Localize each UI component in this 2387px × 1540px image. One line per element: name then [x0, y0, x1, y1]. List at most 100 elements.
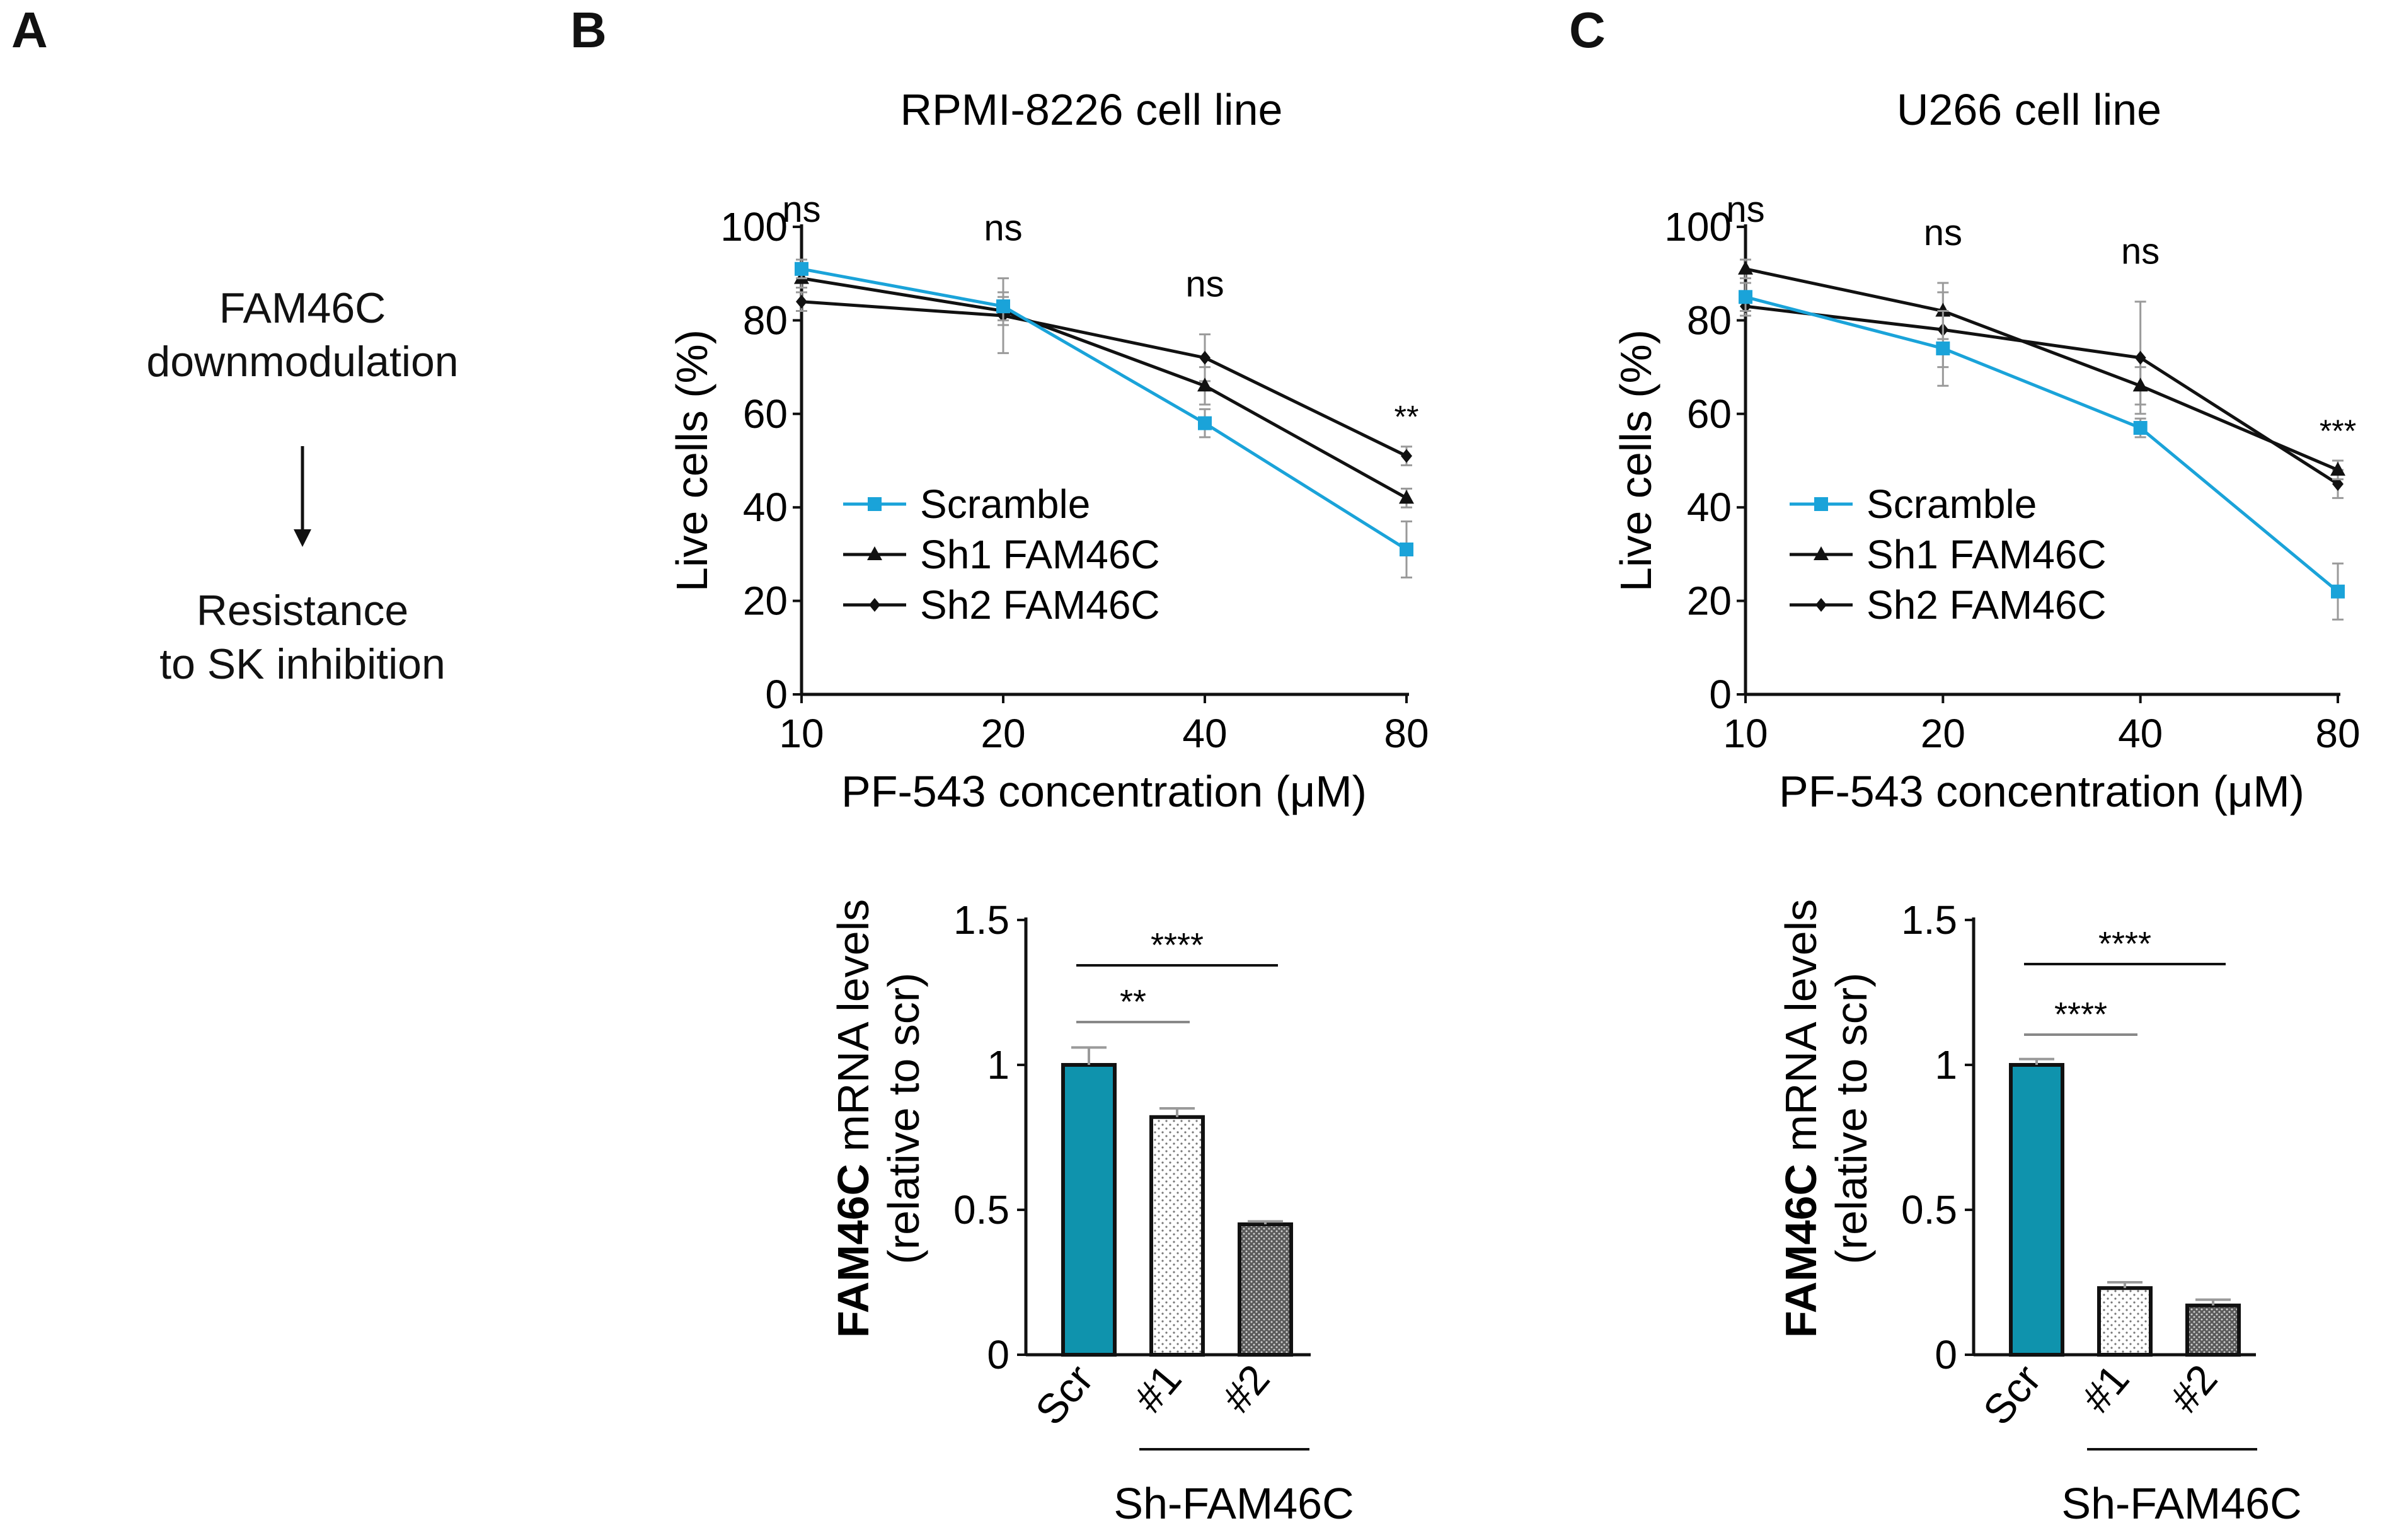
- significance-label: ns: [984, 208, 1022, 249]
- bar: [2009, 1063, 2064, 1357]
- y-tick-label: 0: [1709, 672, 1732, 717]
- series-line-3: [801, 300, 1408, 457]
- panel-a-line3: Resistance: [196, 587, 409, 635]
- bar: [1238, 1222, 1293, 1357]
- y-tick-label: 20: [1687, 578, 1732, 624]
- chart-title: RPMI-8226 cell line: [900, 85, 1283, 134]
- legend-marker: [1814, 546, 1829, 560]
- y-tick-label: 100: [720, 204, 788, 250]
- data-point: [2133, 421, 2148, 435]
- y-tick-label: 80: [743, 297, 788, 343]
- y-axis-label-gene: FAM46C: [829, 1164, 878, 1338]
- x-tick-label: 10: [1723, 711, 1768, 756]
- x-axis-label: PF-543 concentration (μM): [841, 767, 1367, 816]
- series-line-1: [1745, 295, 2339, 593]
- series-line-3: [1745, 304, 2339, 486]
- data-point: [1198, 416, 1212, 430]
- panel-a-line1: FAM46C: [219, 284, 386, 332]
- legend-label: Sh1 FAM46C: [920, 532, 1160, 577]
- data-point: [1197, 377, 1212, 392]
- legend-marker: [1814, 497, 1828, 511]
- series-line-2: [801, 277, 1408, 500]
- legend-label: Sh2 FAM46C: [920, 582, 1160, 628]
- data-point: [796, 294, 807, 309]
- y-axis-label: FAM46C mRNA levels: [829, 899, 878, 1338]
- significance-label: ns: [782, 189, 820, 230]
- y-tick-label: 1.5: [1901, 897, 1957, 943]
- y-axis-label-rest: mRNA levels: [829, 899, 878, 1164]
- x-tick-label: 20: [981, 711, 1025, 756]
- y-tick-label: 60: [1687, 391, 1732, 437]
- y-tick-label: 20: [743, 578, 788, 624]
- y-tick-label: 100: [1664, 204, 1732, 250]
- x-tick-label: 40: [1182, 711, 1227, 756]
- significance-label: **: [1120, 983, 1146, 1021]
- y-tick-label: 0.5: [953, 1187, 1009, 1233]
- y-axis-label-2: (relative to scr): [879, 973, 928, 1265]
- x-tick-label: 80: [1384, 711, 1429, 756]
- significance-label: ns: [2121, 231, 2160, 272]
- significance-label: **: [1395, 399, 1419, 435]
- data-point: [1935, 302, 1951, 317]
- x-tick-label: 20: [1921, 711, 1965, 756]
- y-tick-label: 1.5: [953, 897, 1009, 943]
- significance-label: ****: [2098, 925, 2151, 963]
- bar: [1149, 1115, 1205, 1357]
- x-tick-label: 10: [779, 711, 824, 756]
- y-axis-label: FAM46C mRNA levels: [1776, 899, 1826, 1338]
- data-point: [1936, 341, 1950, 355]
- data-point: [1399, 490, 1414, 504]
- significance-label: ns: [1924, 212, 1962, 253]
- y-tick-label: 0: [1935, 1332, 1957, 1377]
- y-tick-label: 40: [1687, 485, 1732, 530]
- legend-marker: [1815, 598, 1827, 612]
- x-tick-label: Scr: [1974, 1355, 2049, 1433]
- x-axis-label: PF-543 concentration (μM): [1779, 767, 2304, 816]
- legend-label: Scramble: [920, 481, 1090, 527]
- bar: [2185, 1303, 2241, 1357]
- legend-marker: [869, 598, 880, 612]
- y-axis-label-2: (relative to scr): [1827, 973, 1876, 1265]
- data-point: [795, 261, 808, 276]
- group-label: Sh-FAM46C: [1113, 1479, 1354, 1528]
- y-axis-label: Live cells (%): [1611, 330, 1660, 592]
- legend-label: Scramble: [1866, 481, 2037, 527]
- panel-a-line2: downmodulation: [146, 338, 459, 386]
- significance-label: ****: [1151, 926, 1204, 964]
- y-tick-label: 80: [1687, 297, 1732, 343]
- y-axis-label: Live cells (%): [667, 330, 716, 592]
- series-line-1: [801, 267, 1408, 551]
- significance-label: ****: [2054, 996, 2107, 1033]
- bar: [1061, 1063, 1117, 1357]
- y-tick-label: 0.5: [1901, 1187, 1957, 1233]
- significance-label: ns: [1185, 264, 1224, 305]
- data-point: [1738, 260, 1753, 275]
- panel-label-c: C: [1569, 2, 1606, 58]
- data-point: [1199, 350, 1211, 365]
- data-point: [1401, 449, 1412, 463]
- panel-label-b: B: [570, 2, 607, 58]
- data-point: [2332, 477, 2344, 491]
- significance-label: ns: [1726, 189, 1764, 230]
- data-point: [2134, 350, 2146, 365]
- data-point: [1400, 542, 1413, 556]
- y-tick-label: 0: [765, 672, 788, 717]
- group-label: Sh-FAM46C: [2061, 1479, 2301, 1528]
- x-tick-label: 40: [2118, 711, 2163, 756]
- data-point: [996, 299, 1010, 314]
- data-point: [2330, 461, 2345, 476]
- y-tick-label: 60: [743, 391, 788, 437]
- data-point: [1739, 290, 1752, 304]
- panel-label-a: A: [11, 2, 48, 58]
- legend-label: Sh1 FAM46C: [1866, 532, 2107, 577]
- y-tick-label: 40: [743, 485, 788, 530]
- panel-a-line4: to SK inhibition: [159, 640, 446, 688]
- y-tick-label: 0: [987, 1332, 1009, 1377]
- y-axis-label-gene: FAM46C: [1776, 1164, 1826, 1338]
- bar: [2097, 1286, 2153, 1357]
- y-tick-label: 1: [987, 1042, 1009, 1088]
